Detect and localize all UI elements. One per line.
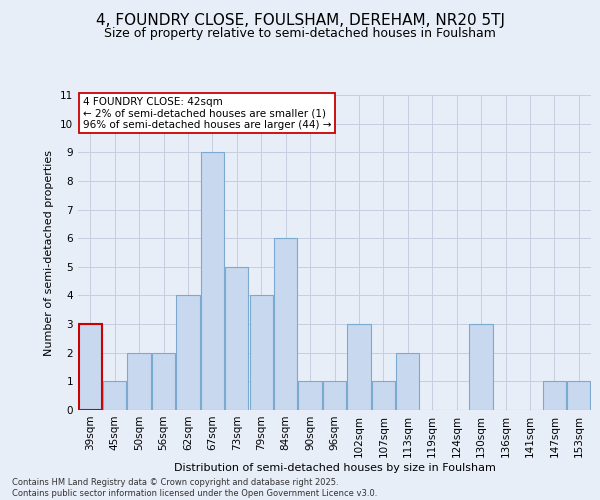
Bar [274,238,297,410]
Bar [250,296,273,410]
Bar [567,382,590,410]
Y-axis label: Number of semi-detached properties: Number of semi-detached properties [44,150,55,356]
Bar [543,382,566,410]
Bar [396,352,419,410]
Bar [103,382,126,410]
Text: Contains HM Land Registry data © Crown copyright and database right 2025.
Contai: Contains HM Land Registry data © Crown c… [12,478,377,498]
Bar [225,267,248,410]
Bar [79,324,102,410]
Bar [127,352,151,410]
Text: 4, FOUNDRY CLOSE, FOULSHAM, DEREHAM, NR20 5TJ: 4, FOUNDRY CLOSE, FOULSHAM, DEREHAM, NR2… [95,12,505,28]
Bar [176,296,200,410]
Bar [152,352,175,410]
Text: Size of property relative to semi-detached houses in Foulsham: Size of property relative to semi-detach… [104,28,496,40]
X-axis label: Distribution of semi-detached houses by size in Foulsham: Distribution of semi-detached houses by … [173,462,496,472]
Bar [469,324,493,410]
Text: 4 FOUNDRY CLOSE: 42sqm
← 2% of semi-detached houses are smaller (1)
96% of semi-: 4 FOUNDRY CLOSE: 42sqm ← 2% of semi-deta… [83,96,332,130]
Bar [201,152,224,410]
Bar [298,382,322,410]
Bar [347,324,371,410]
Bar [372,382,395,410]
Bar [323,382,346,410]
